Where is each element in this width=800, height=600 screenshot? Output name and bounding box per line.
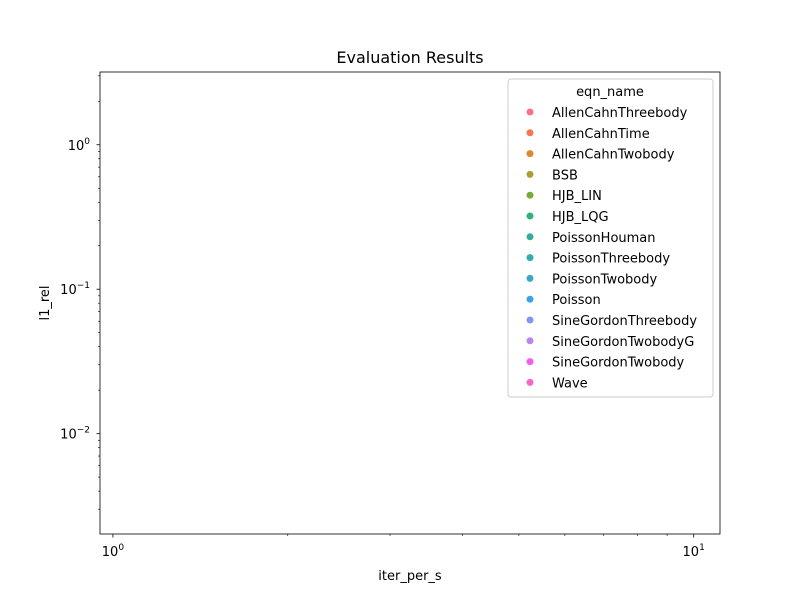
legend-label: Wave [552, 376, 588, 391]
legend-marker [526, 233, 534, 241]
major-ticks [96, 144, 695, 538]
legend-label: Poisson [552, 293, 601, 308]
y-tick-label: 10−1 [60, 281, 90, 298]
legend-label: HJB_LIN [552, 189, 602, 204]
legend-label: HJB_LQG [552, 210, 609, 225]
legend-title: eqn_name [576, 85, 644, 100]
legend-label: BSB [552, 168, 578, 183]
legend-marker [526, 254, 534, 262]
plot-frame [99, 71, 721, 535]
legend-marker [526, 129, 534, 137]
legend-marker [526, 150, 534, 158]
legend-marker [526, 337, 534, 345]
legend-marker [526, 316, 534, 324]
legend-entries: AllenCahnThreebody AllenCahnTime AllenCahn… [526, 106, 697, 391]
legend-label: AllenCahnThreebody [552, 106, 688, 121]
chart-title: Evaluation Results [336, 48, 483, 67]
legend-label: SineGordonThreebody [552, 314, 697, 329]
legend-marker [526, 170, 534, 178]
legend-label: PoissonHouman [552, 231, 656, 246]
legend-box [507, 78, 714, 398]
x-tick-label: 101 [683, 543, 705, 560]
legend-marker [526, 108, 534, 116]
x-tick-label: 100 [102, 543, 125, 560]
y-tick-label: 100 [68, 137, 91, 154]
legend-label: PoissonThreebody [552, 252, 670, 267]
legend-label: PoissonTwobody [552, 272, 658, 287]
legend-marker [526, 212, 534, 220]
legend-label: SineGordonTwobodyG [552, 335, 694, 350]
legend: eqn_name AllenCahnThreebody AllenCahnTime… [507, 78, 714, 398]
x-tick-labels: 100 101 [102, 543, 705, 560]
legend-label: AllenCahnTwobody [552, 148, 675, 163]
legend-marker [526, 378, 534, 386]
legend-label: AllenCahnTime [552, 127, 650, 142]
legend-marker [526, 295, 534, 303]
legend-marker [526, 274, 534, 282]
legend-marker [526, 358, 534, 366]
y-tick-labels: 100 10−1 10−2 [60, 137, 90, 443]
legend-marker [526, 191, 534, 199]
y-axis-label: l1_rel [38, 285, 53, 320]
legend-label: SineGordonTwobody [552, 356, 685, 371]
y-tick-label: 10−2 [60, 426, 90, 443]
x-axis-label: iter_per_s [378, 569, 442, 584]
